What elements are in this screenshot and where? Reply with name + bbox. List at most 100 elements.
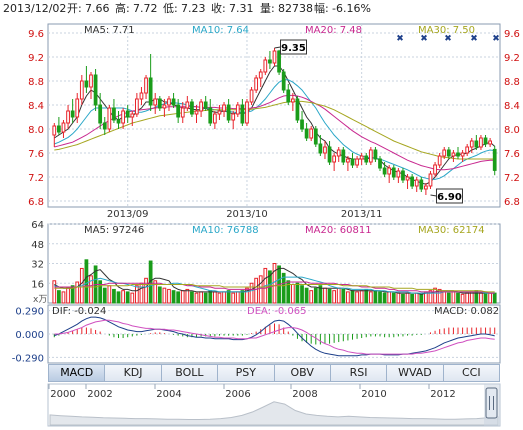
volume-bar-down — [318, 285, 323, 304]
tab-obv[interactable]: OBV — [274, 364, 331, 382]
candle-up — [199, 99, 203, 117]
candle-down — [171, 93, 176, 108]
candle-up — [309, 126, 314, 141]
volume-bar-down — [240, 290, 245, 304]
volume-bar-up — [153, 280, 158, 304]
candle-down — [157, 96, 162, 111]
tab-wvad[interactable]: WVAD — [387, 364, 444, 382]
candle-down — [268, 51, 272, 69]
tab-kdj[interactable]: KDJ — [105, 364, 162, 382]
candle-body — [378, 158, 382, 169]
volume-bar-down — [171, 290, 176, 304]
candle-body — [57, 125, 61, 133]
volume-bar-up — [89, 275, 93, 304]
legend-ma30: MA30: 7.50 — [418, 25, 475, 36]
candle-up — [66, 105, 70, 129]
price-y-tick-label-left: 6.8 — [28, 197, 44, 208]
candle-body — [364, 155, 369, 163]
header-low: 7.23 — [181, 2, 206, 15]
candle-down — [112, 99, 116, 123]
candle-up — [290, 93, 295, 111]
tab-cci[interactable]: CCI — [443, 364, 500, 382]
volume-bar-down — [295, 282, 300, 304]
candle-up — [235, 102, 240, 117]
candle-body — [277, 50, 281, 73]
candle-body — [254, 77, 259, 91]
candle-down — [208, 99, 213, 126]
candle-body — [112, 107, 116, 121]
volume-bar-up — [139, 282, 144, 304]
volume-bar-down — [157, 286, 162, 304]
candle-body — [203, 101, 208, 109]
candle-body — [89, 74, 93, 88]
tab-macd[interactable]: MACD — [48, 364, 106, 382]
candle-up — [134, 93, 139, 117]
tab-rsi[interactable]: RSI — [330, 364, 388, 382]
vol-ma5-line — [54, 267, 495, 295]
volume-bar-up — [451, 291, 456, 304]
candle-body — [373, 149, 378, 160]
candle-body — [456, 152, 460, 157]
price-y-tick-label-right: 8.8 — [504, 77, 520, 88]
candle-body — [405, 176, 410, 181]
candle-body — [433, 164, 437, 175]
candle-body — [446, 149, 451, 157]
candle-down — [327, 141, 332, 165]
candle-body — [162, 104, 167, 109]
timeline-year-label: 2010 — [361, 389, 386, 400]
price-x-tick-label: 2013/10 — [226, 209, 268, 220]
candle-body — [268, 59, 272, 64]
candle-body — [479, 137, 483, 148]
header-high: 7.72 — [133, 2, 158, 15]
candle-body — [240, 104, 245, 124]
volume-bar-down — [373, 290, 378, 304]
timeline-area — [49, 401, 499, 426]
candle-body — [75, 98, 80, 118]
candle-down — [304, 123, 309, 141]
volume-bar-up — [332, 290, 337, 304]
candle-down — [341, 147, 346, 165]
timeline-handle[interactable] — [485, 387, 498, 419]
volume-bar-up — [185, 288, 190, 304]
macd-y-tick-label: 0.000 — [15, 330, 44, 341]
candle-down — [391, 165, 396, 180]
candle-body — [442, 149, 447, 157]
candle-up — [185, 96, 190, 111]
macd-y-tick-label: -0.290 — [12, 353, 44, 364]
volume-bar-up — [465, 292, 470, 304]
vol-y-tick-label: 64 — [31, 220, 44, 231]
candle-body — [222, 104, 226, 112]
price-y-tick-label-left: 9.2 — [28, 53, 44, 64]
candle-body — [387, 167, 392, 175]
candle-up — [323, 141, 327, 159]
candle-down — [300, 111, 304, 132]
candle-down — [176, 99, 181, 123]
tab-boll[interactable]: BOLL — [161, 364, 219, 382]
candle-body — [419, 179, 424, 190]
candle-up — [167, 96, 171, 111]
price-ma30-line — [54, 100, 495, 160]
volume-bar-down — [419, 293, 424, 304]
candle-body — [437, 155, 442, 166]
volume-bar-down — [203, 292, 208, 304]
tab-psy[interactable]: PSY — [218, 364, 275, 382]
volume-bar-up — [231, 292, 236, 304]
volume-bar-down — [350, 290, 355, 304]
candle-down — [446, 147, 451, 159]
annotation-label: 6.90 — [437, 192, 462, 203]
candle-body — [281, 71, 286, 91]
event-marker-icon: ✖ — [396, 34, 404, 44]
candle-up — [460, 150, 465, 162]
candle-down — [401, 168, 405, 183]
macd-y-tick-label: 0.290 — [15, 307, 44, 318]
volume-bar-down — [364, 288, 369, 304]
candle-down — [84, 66, 89, 93]
candle-body — [424, 185, 428, 190]
candle-body — [295, 98, 300, 121]
header-open-label: 开: — [67, 2, 82, 15]
volume-bar-up — [144, 277, 148, 304]
candle-down — [492, 145, 497, 176]
volume-bar-down — [378, 291, 382, 304]
candle-down — [116, 111, 121, 129]
volume-bar-up — [107, 285, 112, 304]
